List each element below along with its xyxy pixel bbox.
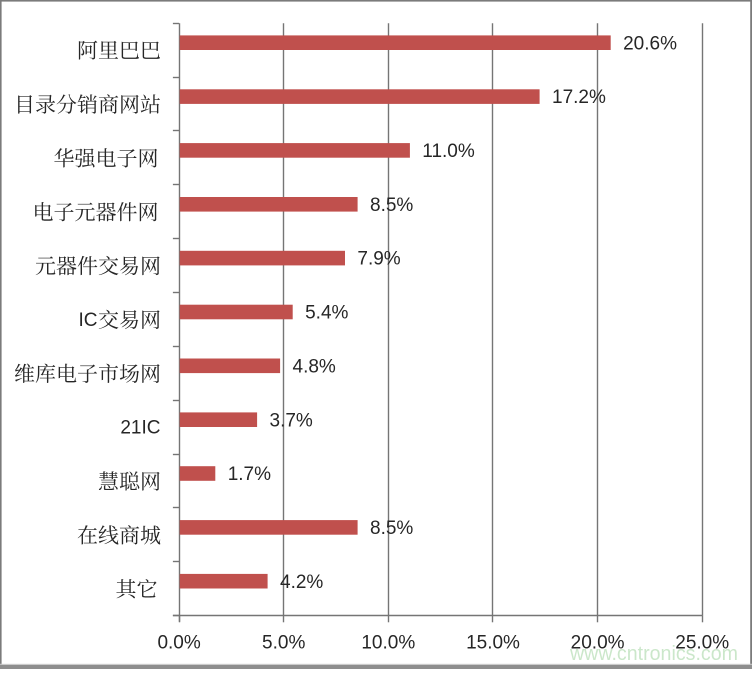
svg-text:4.8%: 4.8% bbox=[293, 356, 336, 377]
svg-text:0.0%: 0.0% bbox=[157, 633, 200, 654]
svg-text:IC: IC bbox=[79, 310, 98, 331]
svg-text:25.0%: 25.0% bbox=[675, 633, 729, 654]
svg-text:11.0%: 11.0% bbox=[422, 141, 475, 162]
svg-text:21IC: 21IC bbox=[120, 418, 160, 439]
svg-text:17.2%: 17.2% bbox=[552, 87, 606, 108]
svg-text:1.7%: 1.7% bbox=[228, 464, 271, 485]
svg-text:3.7%: 3.7% bbox=[270, 410, 313, 431]
svg-text:5.0%: 5.0% bbox=[262, 633, 305, 654]
svg-text:20.6%: 20.6% bbox=[623, 33, 677, 54]
svg-text:4.2%: 4.2% bbox=[280, 572, 323, 593]
svg-text:15.0%: 15.0% bbox=[466, 633, 520, 654]
svg-text:8.5%: 8.5% bbox=[370, 195, 413, 216]
svg-text:20.0%: 20.0% bbox=[571, 633, 625, 654]
svg-text:8.5%: 8.5% bbox=[370, 518, 413, 539]
svg-text:10.0%: 10.0% bbox=[361, 633, 415, 654]
svg-text:www.cntronics.com: www.cntronics.com bbox=[569, 643, 738, 665]
svg-text:7.9%: 7.9% bbox=[357, 249, 400, 270]
svg-text:5.4%: 5.4% bbox=[305, 303, 348, 324]
